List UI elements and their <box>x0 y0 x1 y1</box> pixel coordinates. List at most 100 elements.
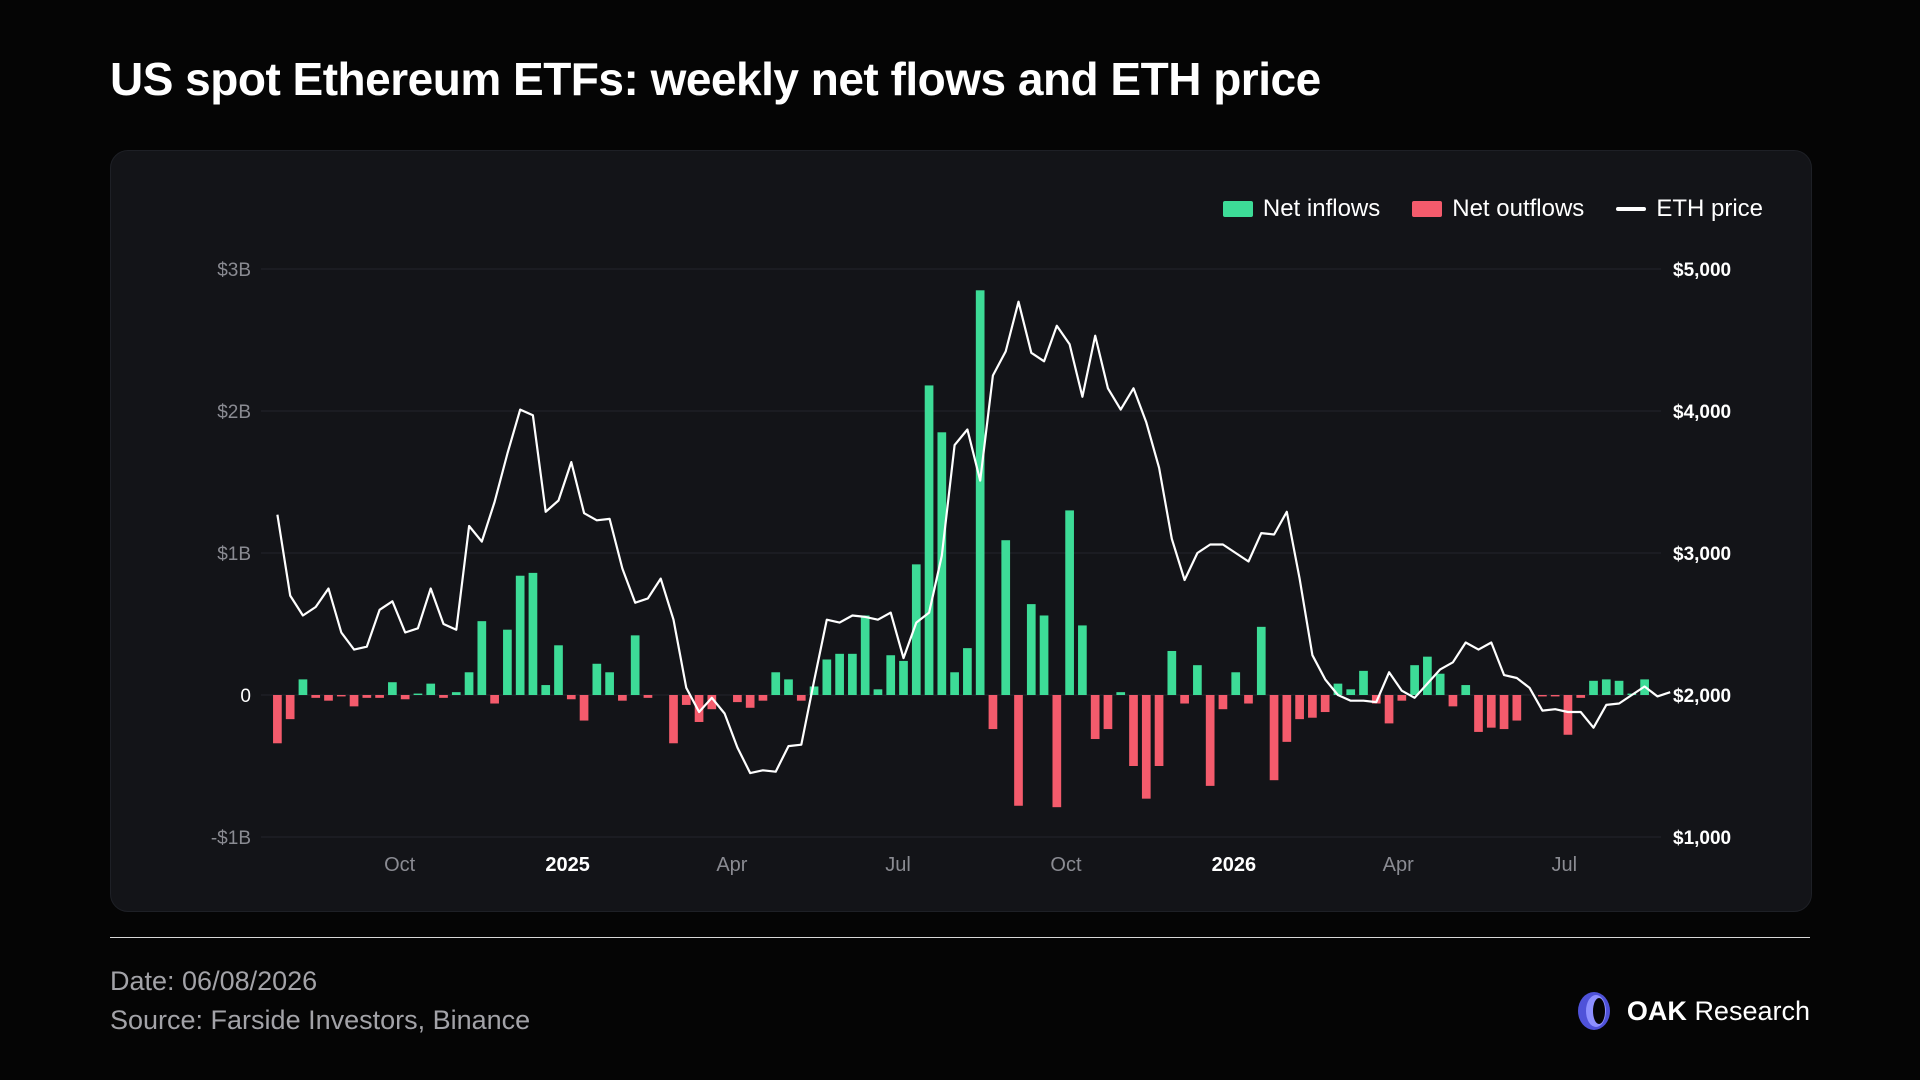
outflow-bar <box>669 695 678 744</box>
inflow-bar <box>1346 689 1356 695</box>
inflow-bar <box>1410 665 1419 695</box>
inflow-bar <box>899 660 908 695</box>
left-axis-tick-label: $1B <box>217 544 251 565</box>
right-axis-tick-label: $5,000 <box>1673 260 1731 281</box>
outflow-bar <box>1563 695 1573 735</box>
outflow-bar <box>988 695 998 730</box>
outflow-bar <box>1474 695 1483 732</box>
x-axis-tick-label: Oct <box>1050 854 1082 876</box>
footer-divider <box>110 937 1810 938</box>
inflow-bar <box>1001 540 1011 695</box>
inflow-bar <box>1193 665 1202 695</box>
inflow-bar <box>554 645 563 695</box>
left-axis-tick-label: $2B <box>217 402 251 423</box>
inflow-bar <box>515 575 525 695</box>
outflow-bar <box>1371 695 1381 704</box>
inflow-bar <box>784 679 793 695</box>
outflow-bar <box>618 695 627 701</box>
inflow-bar <box>860 615 870 695</box>
inflow-bar <box>528 572 538 695</box>
outflow-bar <box>439 695 448 698</box>
outflow-bar <box>1141 695 1151 799</box>
brand-name-rest: Research <box>1694 995 1810 1026</box>
inflow-bar <box>950 672 959 695</box>
outflow-bar <box>1512 695 1522 721</box>
inflow-bar <box>835 653 844 695</box>
outflow-bar <box>1295 695 1304 720</box>
x-axis-tick-label: 2025 <box>545 854 590 876</box>
inflow-bar <box>541 685 551 695</box>
outflow-bar <box>1308 695 1317 718</box>
outflow-bar <box>758 695 768 701</box>
outflow-bar <box>336 695 346 697</box>
inflow-bar <box>1167 650 1177 695</box>
x-axis-tick-label: Apr <box>1383 854 1414 876</box>
outflow-bar <box>1320 695 1330 713</box>
inflow-bar <box>809 686 819 695</box>
inflow-bar <box>873 689 883 695</box>
inflow-bar <box>1065 510 1074 695</box>
inflow-bar <box>848 653 857 695</box>
outflow-bar <box>1090 695 1100 740</box>
inflow-bar <box>1614 680 1624 695</box>
inflow-bar <box>937 432 947 695</box>
outflow-bar <box>1499 695 1509 730</box>
chart-svg: $3B $2B $1B 0 -$1B $5,000 $4,000 $3,000 $2,000 $1… <box>211 260 1731 876</box>
inflow-bar <box>975 290 985 695</box>
outflow-bar <box>694 695 704 722</box>
left-axis-tick-label: 0 <box>240 686 251 707</box>
footer-source: Source: Farside Investors, Binance <box>110 1005 531 1035</box>
inflow-bar <box>1589 680 1598 695</box>
inflow-bar <box>477 621 487 695</box>
outflow-bar <box>324 695 333 701</box>
inflow-bar <box>1078 625 1087 695</box>
left-axis-tick-label: -$1B <box>211 828 251 849</box>
outflow-bar <box>375 695 384 698</box>
right-axis-tick-label: $3,000 <box>1673 544 1731 565</box>
outflow-bar <box>643 695 653 698</box>
flow-bars <box>273 290 1649 808</box>
inflow-bar <box>1039 615 1049 695</box>
axis-labels: $3B $2B $1B 0 -$1B $5,000 $4,000 $3,000 $2,000 $1… <box>211 260 1731 876</box>
inflow-swatch <box>1222 201 1253 217</box>
inflow-bar <box>1359 670 1368 695</box>
outflow-bar <box>1205 695 1215 786</box>
grid-lines <box>261 268 1661 838</box>
outflow-bar <box>1550 695 1560 697</box>
outflow-bar <box>579 695 589 721</box>
outflow-bar <box>1397 695 1407 701</box>
legend-item-price: ETH price <box>1616 195 1763 223</box>
outflow-bar <box>1052 695 1062 808</box>
inflow-bar <box>771 672 781 695</box>
inflow-bar <box>886 655 896 695</box>
legend: Net inflows Net outflows ETH price <box>1222 195 1763 223</box>
outflow-bar <box>1180 695 1189 704</box>
x-axis-tick-label: 2026 <box>1212 854 1257 876</box>
outflow-bar <box>1538 695 1547 697</box>
outflow-bar <box>273 695 282 744</box>
right-axis-tick-label: $2,000 <box>1673 686 1731 707</box>
outflow-bar <box>1014 695 1023 806</box>
inflow-bar <box>503 629 512 695</box>
legend-item-outflows: Net outflows <box>1412 195 1584 223</box>
brand: OAK Research <box>1575 990 1810 1032</box>
outflow-bar <box>1384 695 1394 724</box>
inflow-bar <box>1026 604 1036 695</box>
outflow-bar <box>796 695 806 701</box>
inflow-bar <box>1256 626 1266 695</box>
inflow-bar <box>388 682 397 695</box>
left-axis-tick-label: $3B <box>217 260 251 281</box>
inflow-bar <box>924 385 934 695</box>
outflow-swatch <box>1412 201 1443 217</box>
legend-label-outflows: Net outflows <box>1452 195 1585 222</box>
right-axis-tick-label: $4,000 <box>1673 402 1731 423</box>
x-axis-tick-label: Jul <box>1552 854 1578 876</box>
right-axis-tick-label: $1,000 <box>1673 828 1731 849</box>
inflow-bar <box>451 692 461 695</box>
chart-panel: $3B $2B $1B 0 -$1B $5,000 $4,000 $3,000 $2,000 $1… <box>110 150 1812 912</box>
inflow-bar <box>298 679 308 695</box>
outflow-bar <box>1103 695 1113 730</box>
outflow-bar <box>311 695 321 698</box>
x-axis-tick-label: Apr <box>716 854 747 876</box>
outflow-bar <box>400 695 410 700</box>
